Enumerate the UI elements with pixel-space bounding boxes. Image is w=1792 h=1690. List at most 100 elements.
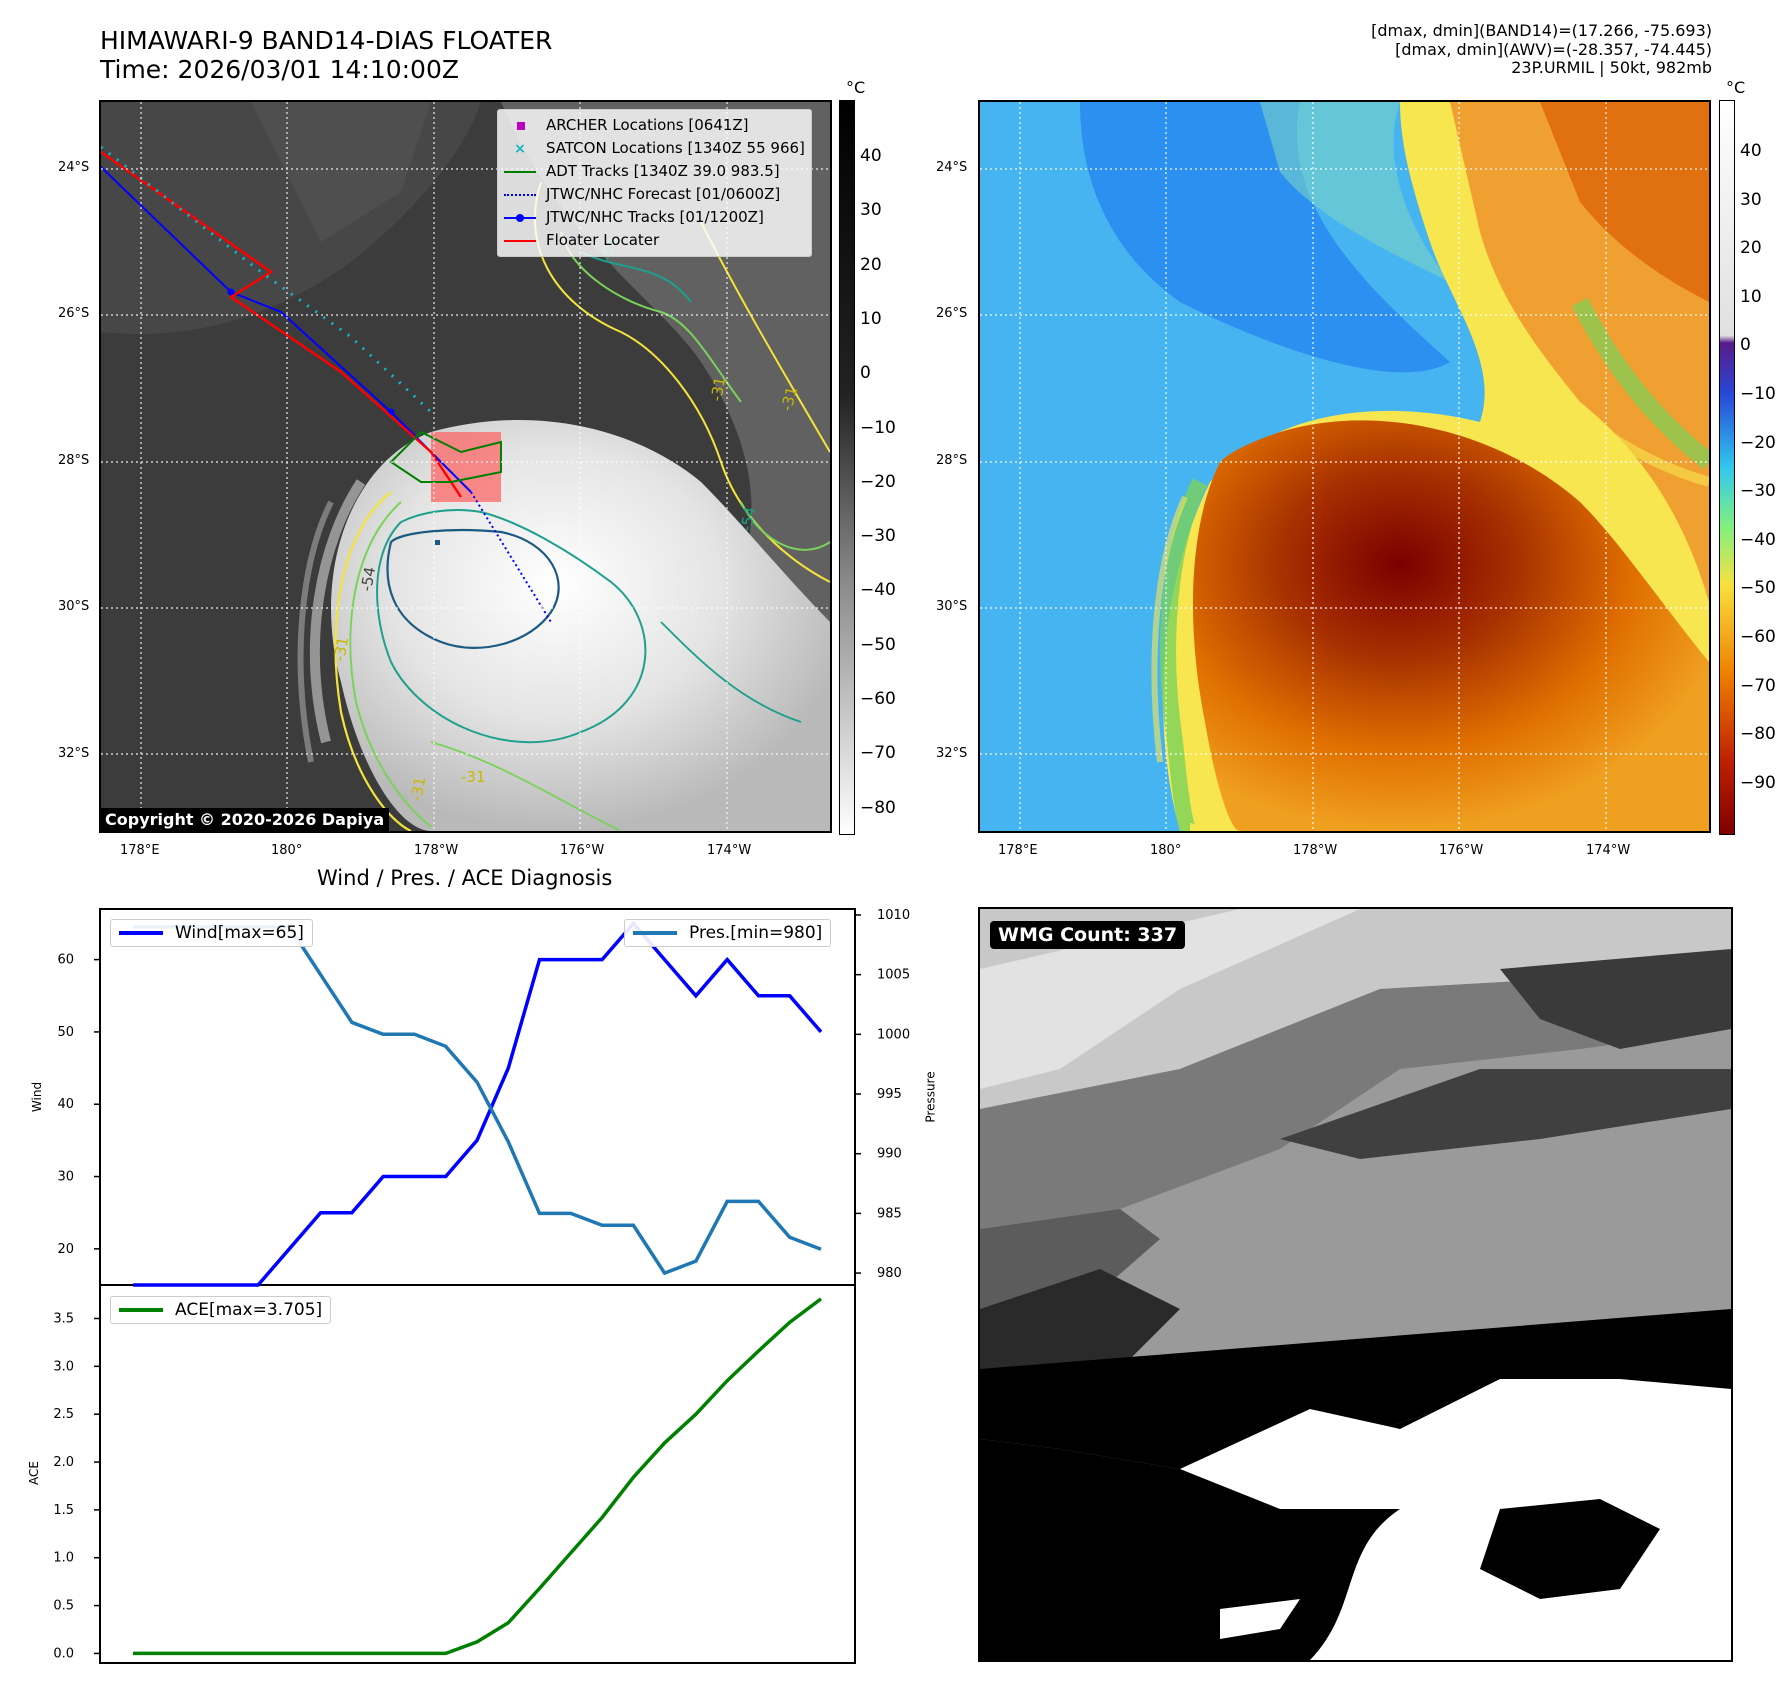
legend-satcon: × SATCON Locations [1340Z 55 966]	[504, 137, 805, 160]
ace-tick-label: 0.5	[53, 1599, 74, 1614]
storm-summary: 23P.URMIL | 50kt, 982mb	[1511, 58, 1712, 77]
ace-legend: ACE[max=3.705]	[110, 1296, 332, 1324]
pressure-tick-label: 980	[877, 1266, 902, 1281]
grayscale-colorbar-tick: −30	[860, 526, 896, 547]
lat-label: 26°S	[936, 306, 968, 321]
pressure-legend: Pres.[min=980]	[624, 919, 832, 947]
ir-color-image	[980, 102, 1709, 831]
map-legend: ARCHER Locations [0641Z] × SATCON Locati…	[497, 109, 812, 257]
contour-label: -54	[357, 565, 379, 592]
color-colorbar	[1719, 100, 1735, 835]
color-colorbar-tick: −10	[1740, 384, 1776, 404]
color-colorbar-tick: −90	[1740, 772, 1776, 793]
lon-label: 176°W	[560, 843, 605, 858]
time-label: Time: 2026/03/01 14:10:00Z	[100, 55, 459, 84]
pressure-axis-label: Pressure	[923, 1071, 938, 1123]
color-colorbar-tick: −40	[1740, 529, 1776, 550]
legend-floater: Floater Locater	[504, 229, 805, 252]
lat-label: 32°S	[58, 746, 90, 761]
color-colorbar-tick: −30	[1740, 481, 1776, 502]
lon-label: 174°W	[1586, 843, 1631, 858]
contour-label: -31	[407, 775, 429, 802]
satellite-title: HIMAWARI-9 BAND14-DIAS FLOATER	[100, 26, 553, 55]
lon-label: 180°	[271, 843, 303, 858]
ace-series	[133, 1297, 823, 1656]
pressure-tick-label: 1005	[877, 968, 910, 983]
pressure-tick-label: 995	[877, 1087, 902, 1102]
adt-track	[389, 430, 502, 483]
ace-legend-line	[119, 1308, 163, 1312]
ace-tick-label: 3.0	[53, 1359, 74, 1374]
lat-label: 28°S	[58, 453, 90, 468]
grayscale-colorbar-tick: −10	[860, 417, 896, 438]
contour-teal	[376, 509, 647, 744]
wmg-panel	[978, 907, 1733, 1662]
figure-title: HIMAWARI-9 BAND14-DIAS FLOATER Time: 202…	[100, 26, 552, 84]
ir-map-color	[978, 100, 1711, 833]
awv-range: [dmax, dmin](AWV)=(-28.357, -74.445)	[1395, 39, 1712, 59]
pressure-tick-label: 1010	[877, 908, 910, 923]
wind-tick-label: 50	[57, 1025, 74, 1040]
grayscale-colorbar-tick: −20	[860, 471, 896, 492]
legend-adt: ADT Tracks [1340Z 39.0 983.5]	[504, 160, 805, 183]
x-mark-icon: ×	[514, 140, 526, 157]
archer-location	[435, 540, 440, 545]
line-icon	[504, 165, 536, 179]
color-colorbar-tick: 0	[1740, 335, 1751, 356]
contour-label: -31	[330, 635, 352, 662]
lat-label: 24°S	[58, 160, 90, 175]
grayscale-colorbar-tick: −60	[860, 689, 896, 709]
diagnosis-title: Wind / Pres. / ACE Diagnosis	[317, 866, 613, 890]
pressure-tick-label: 985	[877, 1206, 902, 1221]
pressure-tick-label: 990	[877, 1147, 902, 1162]
wind-axis-label: Wind	[30, 1081, 45, 1113]
color-unit: °C	[1726, 78, 1746, 97]
grayscale-colorbar	[839, 100, 855, 835]
wind-legend-line	[119, 931, 163, 935]
color-colorbar-tick: 30	[1740, 189, 1762, 210]
ace-tick-label: 3.5	[53, 1311, 74, 1326]
ace-tick-label: 1.5	[53, 1503, 74, 1518]
color-colorbar-tick: 10	[1740, 286, 1762, 307]
lon-label: 180°	[1150, 843, 1182, 858]
wind-tick-label: 30	[57, 1170, 74, 1185]
grayscale-colorbar-tick: 0	[860, 363, 871, 384]
contour-label: -31	[777, 385, 801, 413]
color-colorbar-tick: −20	[1740, 432, 1776, 453]
legend-archer: ARCHER Locations [0641Z]	[504, 114, 805, 137]
jtwc-track	[101, 166, 472, 493]
floater-locater-track	[101, 151, 462, 498]
legend-jtwc-forecast: JTWC/NHC Forecast [01/0600Z]	[504, 183, 805, 206]
color-colorbar-tick: 40	[1740, 141, 1762, 161]
lon-label: 174°W	[707, 843, 752, 858]
lat-label: 24°S	[936, 160, 968, 175]
line-dot-icon	[504, 211, 536, 225]
lon-label: 178°W	[1293, 843, 1338, 858]
ace-tick-label: 2.5	[53, 1407, 74, 1422]
pressure-series	[133, 925, 822, 1276]
contour-label: -54	[737, 505, 759, 532]
grayscale-colorbar-tick: 20	[860, 254, 882, 275]
square-icon	[504, 119, 536, 133]
line-icon	[504, 234, 536, 248]
contour-label: -31	[707, 375, 729, 402]
contour-label: -31	[461, 768, 486, 786]
grayscale-colorbar-tick: −70	[860, 743, 896, 764]
contour-blue	[386, 528, 560, 649]
lon-label: 176°W	[1439, 843, 1484, 858]
color-colorbar-tick: 20	[1740, 238, 1762, 259]
ace-tick-label: 2.0	[53, 1455, 74, 1470]
grayscale-unit: °C	[846, 78, 866, 97]
ace-tick-label: 0.0	[53, 1646, 74, 1661]
color-colorbar-tick: −80	[1740, 724, 1776, 745]
wind-tick-label: 60	[57, 953, 74, 968]
wind-pressure-frame	[99, 908, 856, 1286]
dotted-line-icon	[504, 188, 536, 202]
color-colorbar-tick: −50	[1740, 578, 1776, 599]
wmg-count-badge: WMG Count: 337	[990, 921, 1186, 949]
lat-label: 32°S	[936, 746, 968, 761]
info-block: [dmax, dmin](BAND14)=(17.266, -75.693) […	[1371, 21, 1712, 78]
lon-label: 178°W	[414, 843, 459, 858]
wind-legend: Wind[max=65]	[110, 919, 313, 947]
wmg-image	[980, 909, 1731, 1660]
